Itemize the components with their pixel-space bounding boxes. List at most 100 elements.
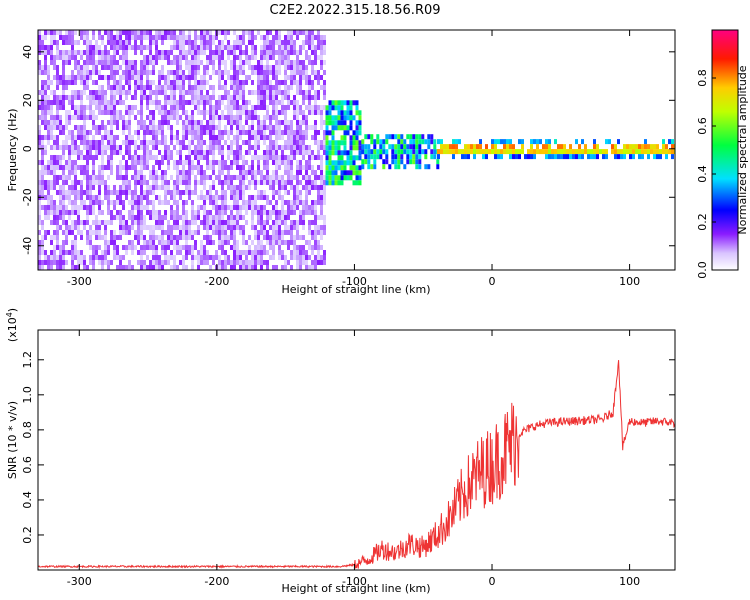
spectrogram-cell (86, 45, 89, 50)
spectrogram-cell (131, 195, 134, 200)
spectrogram-cell (149, 265, 152, 270)
spectrogram-cell (152, 90, 155, 95)
spectrogram-cell (98, 85, 101, 90)
x-tick-label: 0 (489, 275, 496, 288)
spectrogram-cell (131, 135, 134, 140)
spectrogram-cell (170, 110, 173, 115)
spectrogram-cell (89, 240, 92, 245)
spectrogram-cell (71, 220, 74, 225)
spectrogram-cell (287, 190, 290, 195)
spectrogram-cell (331, 160, 335, 166)
spectrogram-cell (406, 144, 410, 150)
spectrogram-cell (305, 30, 308, 35)
spectrogram-cell (385, 149, 389, 155)
spectrogram-cell (233, 245, 236, 250)
spectrogram-cell (125, 45, 128, 50)
spectrogram-cell (257, 250, 260, 255)
spectrogram-cell (89, 150, 92, 155)
spectrogram-cell (302, 150, 305, 155)
spectrogram-cell (314, 140, 317, 145)
spectrogram-cell (65, 190, 68, 195)
spectrogram-cell (494, 154, 497, 160)
spectrogram-cell (269, 140, 272, 145)
spectrogram-cell (152, 135, 155, 140)
spectrogram-cell (161, 55, 164, 60)
spectrogram-cell (314, 45, 317, 50)
spectrogram-cell (215, 215, 218, 220)
spectrogram-cell (284, 180, 287, 185)
spectrogram-cell (98, 200, 101, 205)
spectrogram-cell (293, 150, 296, 155)
spectrogram-cell (331, 135, 335, 141)
spectrogram-cell (251, 155, 254, 160)
spectrogram-cell (62, 65, 65, 70)
spectrogram-cell (149, 80, 152, 85)
spectrogram-cell (50, 155, 53, 160)
spectrogram-cell (185, 200, 188, 205)
spectrogram-cell (263, 250, 266, 255)
spectrogram-cell (236, 130, 239, 135)
spectrogram-cell (83, 220, 86, 225)
spectrogram-cell (245, 75, 248, 80)
spectrogram-cell (320, 195, 323, 200)
spectrogram-cell (41, 115, 44, 120)
spectrogram-cell (650, 149, 653, 155)
spectrogram-cell (311, 150, 314, 155)
spectrogram-cell (179, 40, 182, 45)
spectrogram-cell (287, 95, 290, 100)
spectrogram-cell (179, 80, 182, 85)
spectrogram-cell (317, 30, 320, 35)
spectrogram-cell (179, 150, 182, 155)
spectrogram-cell (230, 60, 233, 65)
spectrogram-cell (242, 190, 245, 195)
spectrogram-cell (116, 45, 119, 50)
spectrogram-cell (95, 155, 98, 160)
spectrogram-cell (38, 255, 41, 260)
spectrogram-cell (272, 160, 275, 165)
spectrogram-cell (191, 255, 194, 260)
spectrogram-cell (92, 35, 95, 40)
spectrogram-cell (251, 240, 254, 245)
spectrogram-cell (77, 195, 80, 200)
spectrogram-cell (406, 159, 410, 165)
spectrogram-cell (146, 95, 149, 100)
spectrogram-cell (113, 65, 116, 70)
spectrogram-cell (464, 154, 467, 160)
spectrogram-cell (59, 155, 62, 160)
spectrogram-cell (59, 50, 62, 55)
spectrogram-cell (56, 75, 59, 80)
spectrogram-cell (122, 245, 125, 250)
spectrogram-cell (343, 170, 347, 176)
spectrogram-cell (200, 95, 203, 100)
spectrogram-cell (254, 225, 257, 230)
spectrogram-cell (239, 195, 242, 200)
spectrogram-cell (418, 164, 422, 170)
spectrogram-cell (122, 125, 125, 130)
spectrogram-cell (134, 145, 137, 150)
spectrogram-cell (263, 100, 266, 105)
spectrogram-cell (119, 265, 122, 270)
spectrogram-cell (346, 160, 350, 166)
spectrogram-cell (194, 155, 197, 160)
spectrogram-cell (296, 100, 299, 105)
spectrogram-cell (275, 205, 278, 210)
spectrogram-cell (242, 185, 245, 190)
spectrogram-cell (323, 260, 326, 265)
spectrogram-cell (101, 75, 104, 80)
x-tick-label: -200 (204, 575, 229, 588)
spectrogram-cell (272, 220, 275, 225)
spectrogram-cell (179, 105, 182, 110)
spectrogram-cell (38, 115, 41, 120)
spectrogram-cell (230, 140, 233, 145)
spectrogram-cell (131, 225, 134, 230)
spectrogram-cell (95, 255, 98, 260)
spectrogram-cell (305, 80, 308, 85)
spectrogram-cell (119, 215, 122, 220)
spectrogram-cell (188, 155, 191, 160)
spectrogram-cell (143, 220, 146, 225)
spectrogram-cell (47, 45, 50, 50)
spectrogram-cell (323, 180, 326, 185)
spectrogram-cell (296, 135, 299, 140)
spectrogram-cell (617, 154, 620, 160)
spectrogram-cell (224, 70, 227, 75)
